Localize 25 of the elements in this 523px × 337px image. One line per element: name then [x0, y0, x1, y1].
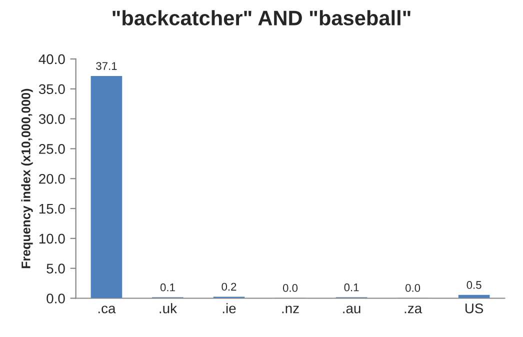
y-tick-label: 35.0 [38, 84, 65, 94]
x-tick-label: .ie [222, 303, 236, 314]
x-tick-label: .ca [98, 306, 116, 314]
data-label: 0.1 [344, 283, 359, 292]
data-label: 37.1 [96, 62, 117, 70]
y-tick-label: 20.0 [39, 174, 65, 184]
y-tick-label: 15.0 [39, 204, 65, 214]
chart-title: "backcatcher" AND "baseball" [112, 10, 410, 26]
y-tick-label: 25.0 [39, 144, 65, 154]
x-tick-label: US [465, 303, 484, 314]
y-tick-label: 5.0 [46, 264, 65, 274]
x-tick-label: .nz [282, 306, 299, 314]
y-tick-label: 10.0 [39, 234, 65, 244]
x-tick-label: .au [343, 306, 360, 314]
y-tick-label: 30.0 [38, 114, 65, 124]
data-label: 0.0 [406, 284, 420, 292]
y-tick-label: 40.0 [38, 54, 65, 64]
data-label: 0.5 [466, 281, 482, 289]
data-label: 0.1 [160, 283, 175, 292]
y-tick-label: 0.0 [46, 294, 65, 304]
data-label: 0.0 [282, 284, 298, 292]
y-axis-title: Frequency index (x10,000,000) [21, 88, 33, 268]
x-tick-label: .uk [160, 303, 178, 314]
x-tick-label: .za [404, 306, 422, 314]
data-label: 0.2 [222, 282, 236, 291]
